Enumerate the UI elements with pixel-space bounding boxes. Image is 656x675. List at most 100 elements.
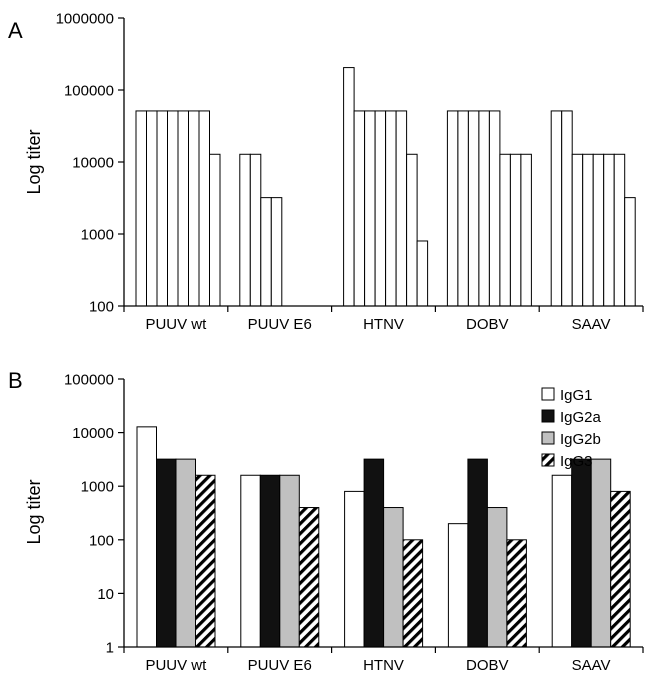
x-tick-label: SAAV: [572, 657, 611, 674]
bar-igg2a: [467, 458, 488, 648]
bar: [416, 240, 429, 307]
bar: [499, 153, 511, 307]
y-tick-label: 100000: [64, 372, 114, 389]
bar: [571, 153, 584, 307]
bar: [156, 110, 168, 307]
bar: [260, 197, 272, 307]
panel-a: A Log titer 100 1000 10000 100000 1000000 PU…: [8, 11, 644, 333]
bar: [457, 110, 469, 307]
bar-igg2a: [156, 458, 177, 648]
panel-label-b: B: [8, 368, 23, 393]
bar: [488, 110, 501, 307]
bar-igg1: [136, 426, 157, 648]
legend-label: IgG2a: [560, 409, 602, 426]
legend-label: IgG1: [560, 387, 593, 404]
bar: [467, 110, 480, 307]
bar: [364, 110, 376, 307]
bar: [478, 110, 490, 307]
legend-swatch: [541, 387, 555, 401]
bar-igg3: [298, 507, 320, 648]
bar-igg3: [610, 490, 631, 648]
bar: [385, 110, 397, 307]
x-tick-label: DOBV: [466, 657, 509, 674]
legend-swatch: [541, 431, 555, 445]
legend-swatch: [541, 453, 555, 467]
legend-label: IgG2b: [560, 431, 601, 448]
bar: [395, 110, 408, 307]
bar: [406, 153, 418, 307]
bar-igg2b: [175, 458, 196, 648]
bar: [343, 67, 355, 307]
bar-igg2b: [383, 507, 404, 648]
bar: [270, 197, 283, 307]
bar: [592, 153, 605, 307]
bar: [624, 197, 636, 307]
x-tick-label: HTNV: [363, 316, 404, 333]
bar-igg2a: [259, 474, 281, 648]
axes-b: [123, 379, 643, 648]
bar: [374, 110, 387, 307]
bar: [603, 153, 615, 307]
y-tick-label: 1: [106, 640, 114, 657]
x-tick-label: DOBV: [466, 316, 509, 333]
bar: [613, 153, 626, 307]
y-tick-label: 1000000: [56, 11, 114, 28]
bar: [198, 110, 210, 307]
bar-igg2b: [279, 474, 300, 648]
x-tick-label: HTNV: [363, 657, 404, 674]
x-tick-label: PUUV wt: [145, 657, 207, 674]
bar: [520, 153, 532, 307]
bar: [146, 110, 158, 307]
bars-b: [136, 426, 631, 648]
bar: [135, 110, 147, 307]
legend-swatch: [541, 409, 555, 423]
bar: [177, 110, 189, 307]
bar-igg3: [195, 474, 216, 648]
x-tick-label: PUUV E6: [248, 316, 312, 333]
legend-b: IgG1 IgG2a IgG2b IgG3: [541, 387, 602, 470]
bar: [353, 110, 366, 307]
bar: [249, 153, 262, 307]
y-tick-label: 10000: [72, 425, 114, 442]
y-axis-label-a: Log titer: [24, 129, 44, 194]
bar: [209, 153, 221, 307]
panel-b: B Log titer 1 10 100 1000 10000 100000 PUUV w…: [8, 368, 644, 674]
y-tick-label: 100: [89, 532, 114, 549]
bar-igg2b: [590, 458, 612, 648]
legend-label: IgG3: [560, 453, 593, 470]
y-ticks-a: 100 1000 10000 100000 1000000: [56, 11, 124, 316]
x-ticks-b: PUUV wt PUUV E6 HTNV DOBV SAAV: [123, 647, 644, 674]
y-tick-label: 1000: [81, 227, 114, 244]
bar: [582, 153, 594, 307]
bar: [188, 110, 200, 307]
y-tick-label: 100: [89, 299, 114, 316]
bar: [561, 110, 573, 307]
bar-igg3: [506, 539, 527, 648]
y-axis-label-b: Log titer: [24, 479, 44, 544]
bar-igg1: [240, 474, 261, 648]
bar-igg2b: [486, 507, 508, 648]
x-tick-label: SAAV: [572, 316, 611, 333]
y-tick-label: 1000: [81, 479, 114, 496]
bar-igg2a: [571, 458, 592, 648]
bar-igg1: [344, 490, 365, 648]
y-tick-label: 10000: [72, 155, 114, 172]
x-tick-label: PUUV E6: [248, 657, 312, 674]
bar-igg3: [402, 539, 424, 648]
bar-igg1: [447, 523, 469, 648]
x-ticks-a: PUUV wt PUUV E6 HTNV DOBV SAAV: [123, 306, 644, 333]
y-tick-label: 10: [97, 586, 114, 603]
y-ticks-b: 1 10 100 1000 10000 100000: [64, 372, 124, 657]
x-tick-label: PUUV wt: [145, 316, 207, 333]
bar: [167, 110, 179, 307]
y-tick-label: 100000: [64, 83, 114, 100]
panel-label-a: A: [8, 18, 23, 43]
bar: [550, 110, 563, 307]
bar: [509, 153, 522, 307]
bar-igg2a: [363, 458, 385, 648]
bars-a: [135, 67, 636, 307]
bar-igg1: [551, 474, 573, 648]
bar: [446, 110, 459, 307]
bar: [239, 153, 251, 307]
